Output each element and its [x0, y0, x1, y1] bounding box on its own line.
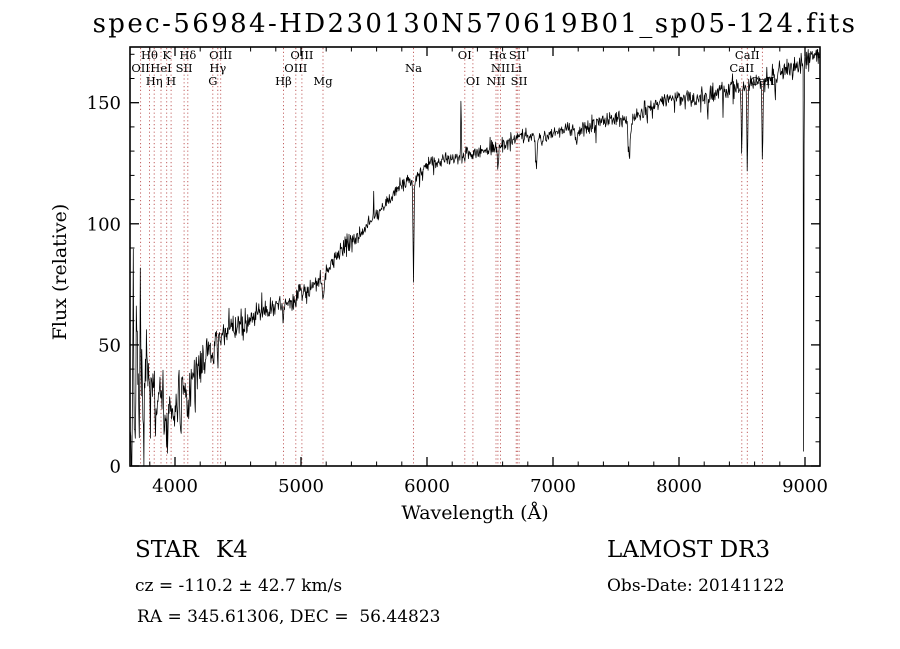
- spectrum-path: [129, 49, 820, 466]
- feature-label-hδ: Hδ: [179, 48, 196, 62]
- x-tick-label: 8000: [656, 476, 702, 497]
- y-tick-label: 50: [98, 335, 121, 356]
- feature-label-hα: Hα: [489, 48, 507, 62]
- x-tick-label: 5000: [278, 476, 324, 497]
- ra-dec: RA = 345.61306, DEC = 56.44823: [137, 607, 441, 627]
- feature-label-oiii: OIII: [209, 48, 232, 62]
- feature-label-g: G: [208, 74, 217, 88]
- feature-label-li: Li: [511, 61, 523, 75]
- y-axis-label: Flux (relative): [49, 204, 71, 341]
- y-tick-label: 0: [110, 457, 121, 478]
- feature-label-caii: CaII: [729, 61, 754, 75]
- x-tick-label: 6000: [404, 476, 450, 497]
- feature-label-mg: Mg: [313, 74, 333, 88]
- feature-label-sii: SII: [509, 48, 526, 62]
- y-tick-label: 100: [87, 214, 121, 235]
- object-class: STAR: [135, 537, 199, 563]
- feature-label-hθ: Hθ: [141, 48, 158, 62]
- cz-value: cz = -110.2 ± 42.7 km/s: [135, 576, 342, 596]
- feature-label-oi: OI: [458, 48, 472, 62]
- feature-label-sii: SII: [511, 74, 528, 88]
- feature-label-caii: CaII: [750, 74, 775, 88]
- y-tick-label: 150: [87, 93, 121, 114]
- feature-label-oiii: OIII: [290, 48, 313, 62]
- spectral-feature-labels: OIIHθHηHeIKHSIIHδGHγOIIIHβOIIIOIIIMgNaOI…: [131, 48, 774, 88]
- x-axis-label: Wavelength (Å): [401, 502, 548, 524]
- feature-label-na: Na: [405, 61, 422, 75]
- survey-release: LAMOST DR3: [607, 537, 770, 563]
- feature-label-hei: HeI: [150, 61, 171, 75]
- obs-date: Obs-Date: 20141122: [607, 576, 785, 596]
- feature-label-k: K: [162, 48, 171, 62]
- feature-label-caii: CaII: [735, 48, 760, 62]
- plot-frame: [129, 46, 821, 467]
- feature-label-sii: SII: [176, 61, 193, 75]
- feature-label-hβ: Hβ: [275, 74, 292, 88]
- feature-label-nii: NII: [491, 61, 510, 75]
- axes: 4000 5000 6000 7000 8000 9000 0 50 100 150: [87, 46, 828, 497]
- feature-label-oi: OI: [466, 74, 480, 88]
- feature-label-h: H: [166, 74, 176, 88]
- object-subclass: K4: [216, 537, 248, 563]
- feature-label-hη: Hη: [146, 74, 163, 88]
- x-tick-label: 4000: [152, 476, 198, 497]
- feature-label-nii: NII: [486, 74, 505, 88]
- feature-label-oii: OII: [131, 61, 150, 75]
- x-tick-label: 7000: [530, 476, 576, 497]
- spectrum-trace: [129, 49, 820, 466]
- feature-label-hγ: Hγ: [209, 61, 226, 75]
- feature-label-oiii: OIII: [284, 61, 307, 75]
- spectral-feature-markers: [140, 48, 763, 465]
- x-tick-label: 9000: [782, 476, 828, 497]
- plot-title: spec-56984-HD230130N570619B01_sp05-124.f…: [93, 9, 858, 39]
